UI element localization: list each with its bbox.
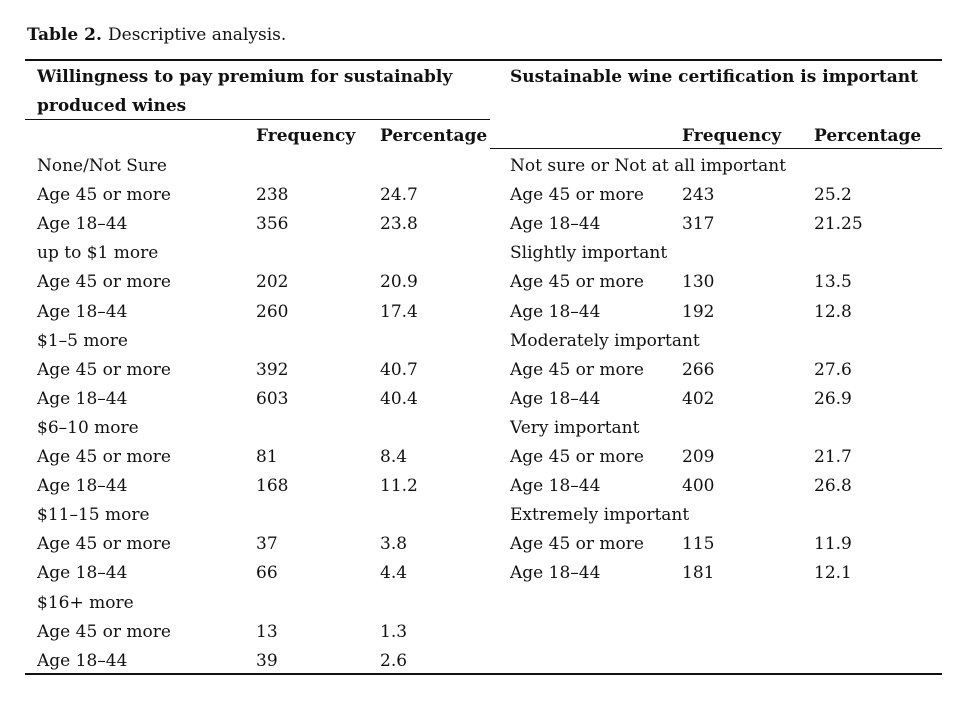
row-label: Age 18–44 [37, 563, 128, 584]
percentage: 8.4 [380, 447, 408, 467]
row-label: Age 45 or more [510, 359, 644, 380]
group-label: $6–10 more [37, 417, 139, 438]
row-label: Age 45 or more [37, 359, 171, 380]
frequency: 37 [256, 534, 278, 555]
row-label: Age 18–44 [37, 650, 128, 671]
percentage: 26.8 [814, 476, 852, 497]
row-label: Age 18–44 [510, 476, 601, 497]
frequency: 81 [256, 447, 278, 467]
row-label: Age 18–44 [37, 301, 128, 322]
group-label: Extremely important [510, 505, 690, 526]
group-label: $16+ more [37, 592, 134, 613]
percentage: 20.9 [380, 272, 418, 293]
section-header: Sustainable wine certification is import… [510, 67, 918, 87]
column-header: Frequency [256, 126, 356, 146]
percentage: 13.5 [814, 272, 852, 293]
percentage: 27.6 [814, 359, 852, 380]
frequency: 202 [256, 272, 289, 293]
percentage: 3.8 [380, 534, 408, 555]
percentage: 11.2 [380, 476, 418, 497]
percentage: 24.7 [380, 185, 418, 206]
bottom-rule [25, 673, 942, 675]
frequency: 402 [682, 388, 715, 409]
frequency: 209 [682, 447, 715, 467]
header-rule [490, 148, 942, 149]
frequency: 392 [256, 359, 289, 380]
group-label: Moderately important [510, 330, 700, 351]
group-label: $1–5 more [37, 330, 128, 351]
column-header: Percentage [814, 126, 922, 146]
row-label: Age 45 or more [510, 185, 644, 206]
frequency: 181 [682, 563, 715, 584]
group-label: Not sure or Not at all important [510, 156, 787, 176]
percentage: 21.7 [814, 447, 852, 467]
frequency: 115 [682, 534, 715, 555]
percentage: 21.25 [814, 214, 863, 235]
frequency: 603 [256, 388, 289, 409]
percentage: 23.8 [380, 214, 418, 235]
percentage: 12.8 [814, 301, 852, 322]
frequency: 400 [682, 476, 715, 497]
frequency: 260 [256, 301, 289, 322]
percentage: 1.3 [380, 621, 408, 642]
row-label: Age 45 or more [37, 272, 171, 293]
top-rule [25, 59, 942, 61]
percentage: 11.9 [814, 534, 852, 555]
row-label: Age 18–44 [510, 214, 601, 235]
group-label: None/Not Sure [37, 156, 167, 176]
row-label: Age 18–44 [37, 476, 128, 497]
caption-text: Descriptive analysis. [108, 25, 287, 45]
row-label: Age 45 or more [37, 621, 171, 642]
frequency: 130 [682, 272, 715, 293]
frequency: 192 [682, 301, 715, 322]
frequency: 238 [256, 185, 289, 206]
row-label: Age 18–44 [510, 388, 601, 409]
percentage: 12.1 [814, 563, 852, 584]
frequency: 317 [682, 214, 715, 235]
header-rule [25, 119, 490, 120]
section-header: Willingness to pay premium for sustainab… [37, 67, 453, 87]
row-label: Age 18–44 [37, 388, 128, 409]
frequency: 243 [682, 185, 715, 206]
column-header: Percentage [380, 126, 488, 146]
frequency: 168 [256, 476, 289, 497]
percentage: 17.4 [380, 301, 418, 322]
percentage: 26.9 [814, 388, 852, 409]
percentage: 25.2 [814, 185, 852, 206]
frequency: 356 [256, 214, 289, 235]
row-label: Age 45 or more [510, 272, 644, 293]
group-label: $11–15 more [37, 505, 150, 526]
frequency: 66 [256, 563, 278, 584]
row-label: Age 45 or more [37, 534, 171, 555]
frequency: 266 [682, 359, 715, 380]
column-header: Frequency [682, 126, 782, 146]
row-label: Age 18–44 [510, 563, 601, 584]
row-label: Age 18–44 [510, 301, 601, 322]
group-label: Slightly important [510, 243, 668, 264]
row-label: Age 45 or more [37, 447, 171, 467]
section-header: produced wines [37, 96, 187, 116]
caption-label: Table 2. [27, 25, 102, 45]
row-label: Age 18–44 [37, 214, 128, 235]
percentage: 40.4 [380, 388, 418, 409]
row-label: Age 45 or more [37, 185, 171, 206]
group-label: Very important [510, 417, 640, 438]
percentage: 2.6 [380, 650, 408, 671]
frequency: 13 [256, 621, 278, 642]
group-label: up to $1 more [37, 243, 159, 264]
frequency: 39 [256, 650, 278, 671]
row-label: Age 45 or more [510, 447, 644, 467]
row-label: Age 45 or more [510, 534, 644, 555]
percentage: 40.7 [380, 359, 418, 380]
percentage: 4.4 [380, 563, 408, 584]
